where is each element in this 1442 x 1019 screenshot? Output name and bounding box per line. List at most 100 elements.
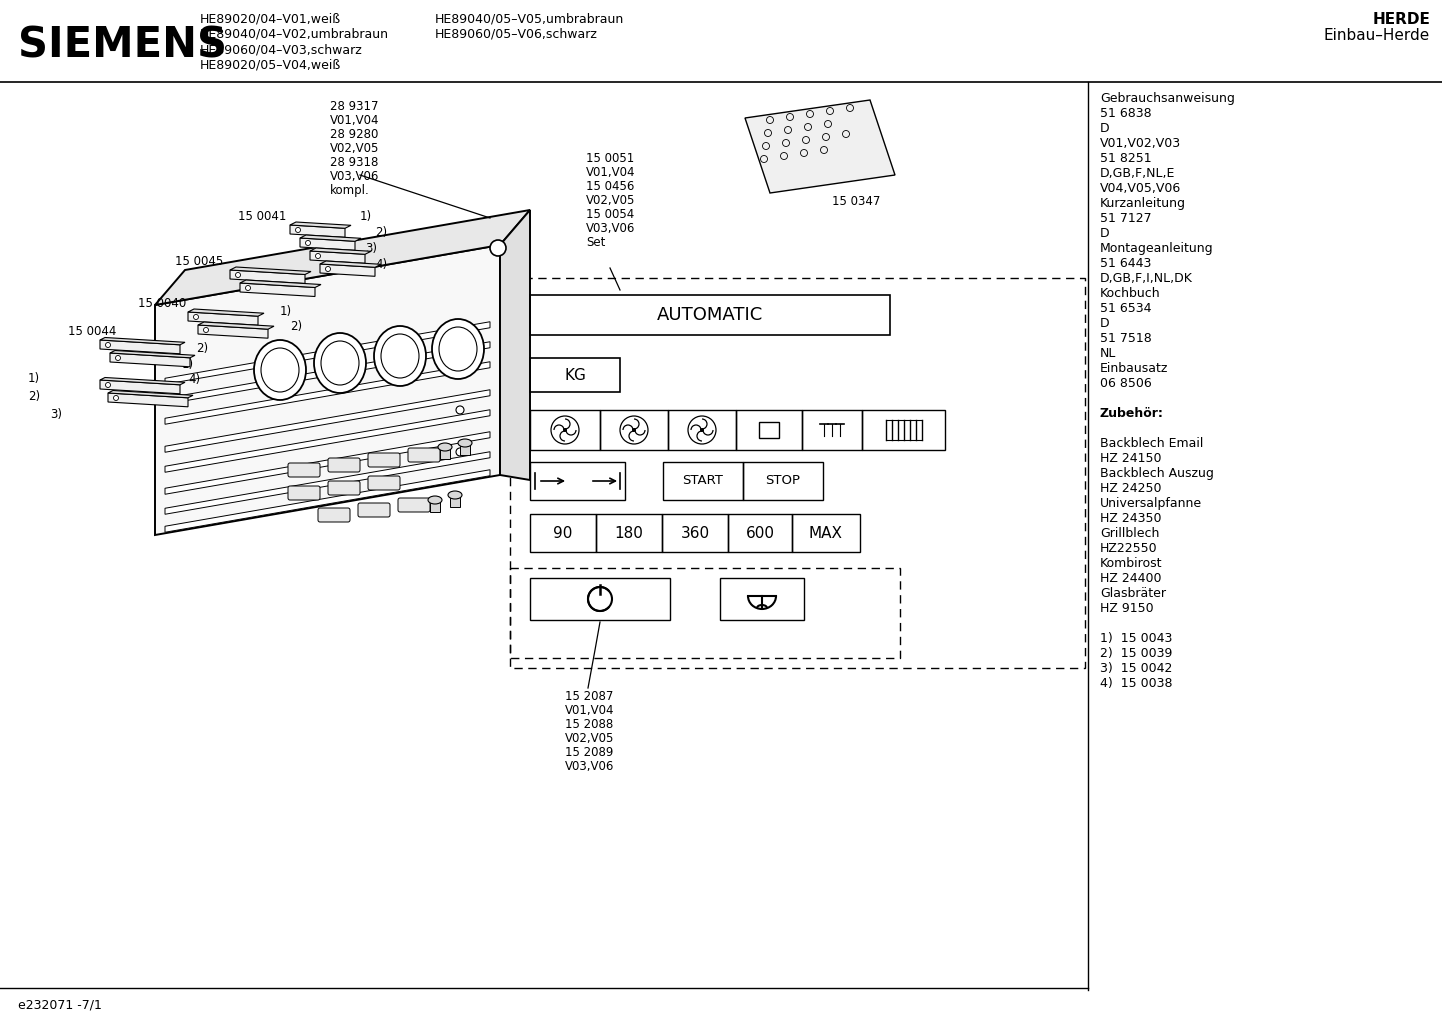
Text: 2): 2) [196, 342, 208, 355]
Circle shape [456, 406, 464, 414]
Text: Kombirost: Kombirost [1100, 557, 1162, 570]
Circle shape [316, 254, 320, 259]
Text: 2): 2) [375, 226, 386, 239]
Bar [600, 410, 668, 450]
Text: 2)  15 0039: 2) 15 0039 [1100, 647, 1172, 660]
Polygon shape [310, 248, 371, 255]
Circle shape [193, 315, 199, 320]
Circle shape [114, 395, 118, 400]
Text: 15 0040: 15 0040 [138, 297, 186, 310]
Polygon shape [99, 380, 180, 393]
Bar [450, 495, 460, 507]
Text: V01,V02,V03: V01,V02,V03 [1100, 137, 1181, 150]
FancyBboxPatch shape [327, 458, 360, 472]
Polygon shape [198, 322, 274, 329]
Text: 1): 1) [182, 358, 195, 371]
Bar [728, 514, 792, 552]
Text: HZ 24350: HZ 24350 [1100, 512, 1161, 525]
Text: 51 6838: 51 6838 [1100, 107, 1152, 120]
Polygon shape [290, 222, 350, 228]
Ellipse shape [448, 491, 461, 499]
Text: 28 9280: 28 9280 [330, 128, 378, 141]
Text: 90: 90 [554, 526, 572, 540]
Text: HE89060/05–V06,schwarz: HE89060/05–V06,schwarz [435, 28, 598, 41]
Polygon shape [99, 340, 180, 354]
Text: HERDE: HERDE [1373, 12, 1430, 26]
Text: SIEMENS: SIEMENS [17, 24, 226, 66]
Text: 4): 4) [375, 258, 386, 271]
Polygon shape [320, 264, 375, 276]
Text: 3): 3) [365, 242, 376, 255]
Bar [735, 410, 802, 450]
Text: Einbausatz: Einbausatz [1100, 362, 1168, 375]
Text: 28 9317: 28 9317 [330, 100, 378, 113]
Text: Set: Set [585, 236, 606, 249]
Ellipse shape [373, 326, 425, 386]
Circle shape [456, 358, 464, 366]
Bar [758, 422, 779, 438]
Bar [430, 500, 440, 512]
Circle shape [562, 428, 567, 432]
Text: 15 0045: 15 0045 [174, 255, 224, 268]
Circle shape [490, 240, 506, 256]
Bar [460, 443, 470, 455]
Circle shape [456, 448, 464, 455]
Text: Glasbräter: Glasbräter [1100, 587, 1167, 600]
Text: V03,V06: V03,V06 [330, 170, 379, 183]
Text: 2): 2) [290, 320, 303, 333]
Text: HE89040/05–V05,umbrabraun: HE89040/05–V05,umbrabraun [435, 12, 624, 25]
Polygon shape [99, 377, 185, 385]
Text: V01,V04: V01,V04 [585, 166, 636, 179]
Text: HE89040/04–V02,umbrabraun: HE89040/04–V02,umbrabraun [200, 28, 389, 41]
Polygon shape [198, 325, 268, 338]
Polygon shape [99, 337, 185, 344]
Circle shape [296, 227, 300, 232]
Polygon shape [164, 432, 490, 494]
Text: 51 8251: 51 8251 [1100, 152, 1152, 165]
FancyBboxPatch shape [398, 498, 430, 512]
FancyBboxPatch shape [288, 486, 320, 500]
Bar [531, 514, 596, 552]
Polygon shape [108, 393, 187, 407]
Text: V01,V04: V01,V04 [565, 704, 614, 717]
Text: HZ 24250: HZ 24250 [1100, 482, 1161, 495]
Polygon shape [300, 235, 360, 242]
Bar [662, 514, 728, 552]
Text: 1): 1) [27, 372, 40, 385]
Text: Kochbuch: Kochbuch [1100, 287, 1161, 300]
Text: 15 2088: 15 2088 [565, 718, 613, 731]
Text: 15 0456: 15 0456 [585, 180, 634, 193]
Text: Backblech Email: Backblech Email [1100, 437, 1204, 450]
Bar [510, 568, 900, 658]
Circle shape [115, 356, 121, 361]
Bar [596, 514, 662, 552]
Text: V03,V06: V03,V06 [565, 760, 614, 773]
Text: AUTOMATIC: AUTOMATIC [658, 306, 763, 324]
Text: D: D [1100, 317, 1110, 330]
Text: 06 8506: 06 8506 [1100, 377, 1152, 390]
Bar [531, 410, 600, 450]
Text: D,GB,F,I,NL,DK: D,GB,F,I,NL,DK [1100, 272, 1193, 285]
Bar [440, 447, 450, 459]
Text: STOP: STOP [766, 475, 800, 487]
FancyBboxPatch shape [368, 453, 399, 467]
Text: 1): 1) [280, 305, 293, 318]
Text: Universalpfanne: Universalpfanne [1100, 497, 1203, 510]
Polygon shape [154, 210, 531, 305]
Bar [531, 462, 624, 500]
Polygon shape [310, 251, 365, 263]
Text: 15 2087: 15 2087 [565, 690, 613, 703]
Text: D: D [1100, 227, 1110, 240]
Bar [531, 578, 671, 620]
Text: Montageanleitung: Montageanleitung [1100, 242, 1214, 255]
Text: 1)  15 0043: 1) 15 0043 [1100, 632, 1172, 645]
Circle shape [245, 285, 251, 290]
Text: V02,V05: V02,V05 [330, 142, 379, 155]
Text: 180: 180 [614, 526, 643, 540]
Text: 4)  15 0038: 4) 15 0038 [1100, 677, 1172, 690]
Text: 15 0051: 15 0051 [585, 152, 634, 165]
Circle shape [632, 428, 636, 432]
Text: 600: 600 [746, 526, 774, 540]
Ellipse shape [314, 333, 366, 393]
Text: D,GB,F,NL,E: D,GB,F,NL,E [1100, 167, 1175, 180]
